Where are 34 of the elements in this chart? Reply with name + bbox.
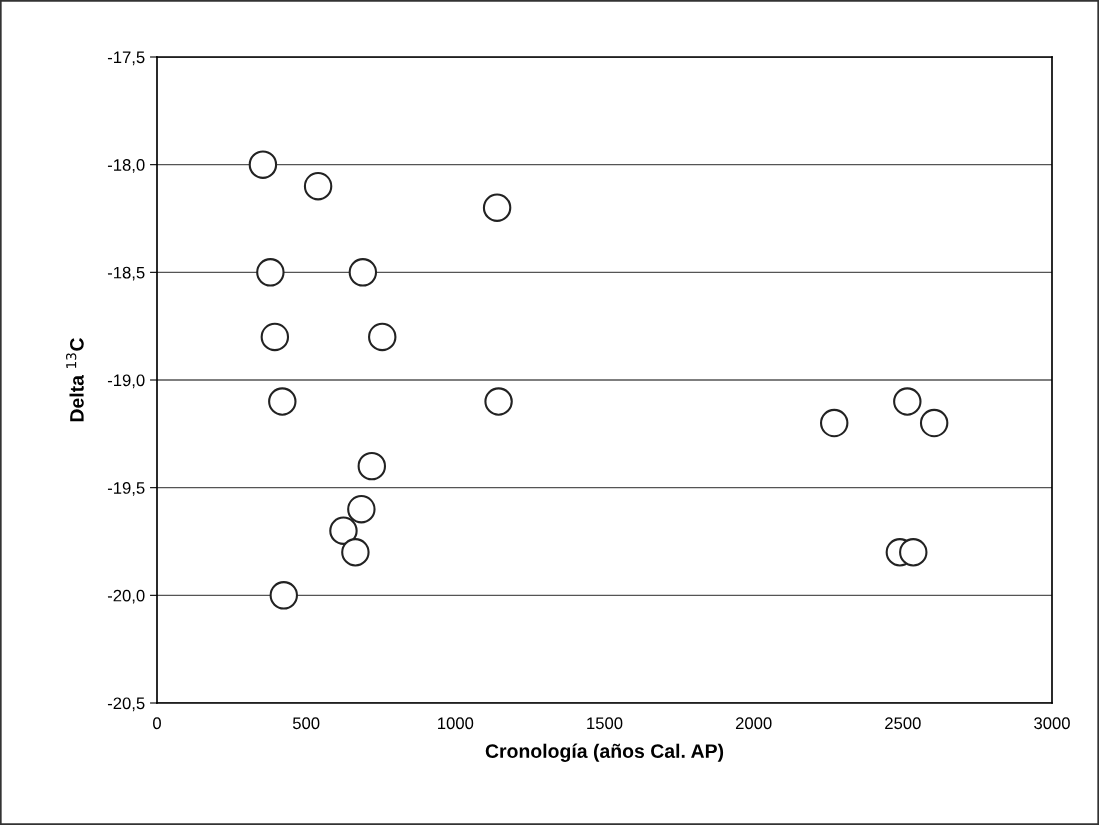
point bbox=[341, 538, 370, 567]
x-tick-label: 0 bbox=[153, 717, 161, 730]
point bbox=[484, 387, 513, 416]
y-tick-label: -19,0 bbox=[107, 374, 145, 389]
point bbox=[303, 171, 333, 201]
y-tick-label: -19,5 bbox=[107, 482, 145, 496]
point bbox=[329, 516, 358, 545]
y-tick-label: -18,5 bbox=[107, 266, 145, 281]
point bbox=[899, 538, 928, 567]
y-tick-label: -18,0 bbox=[107, 159, 145, 173]
point bbox=[256, 258, 285, 287]
point bbox=[268, 387, 297, 416]
y-tick-label: -20,5 bbox=[107, 697, 145, 712]
point bbox=[347, 494, 376, 524]
point bbox=[368, 322, 397, 352]
point bbox=[919, 408, 949, 438]
y-tick-label: -20,0 bbox=[107, 589, 145, 604]
x-tick-label: 2000 bbox=[735, 717, 772, 730]
point bbox=[260, 322, 290, 352]
x-tick-label: 1000 bbox=[438, 717, 474, 730]
point bbox=[357, 451, 387, 481]
point bbox=[820, 408, 849, 438]
point bbox=[348, 258, 378, 287]
point bbox=[248, 150, 278, 179]
point bbox=[482, 193, 512, 222]
y-tick-label: -17,5 bbox=[107, 51, 145, 66]
x-tick-label: 3000 bbox=[1034, 717, 1070, 730]
point bbox=[269, 581, 299, 610]
x-tick-label: 500 bbox=[292, 717, 320, 730]
x-axis-title: Cronología (años Cal. AP) bbox=[485, 743, 724, 762]
y-axis-title: Delta $^{13}$C bbox=[66, 338, 84, 422]
x-tick-label: 1500 bbox=[587, 717, 623, 730]
point bbox=[893, 387, 922, 416]
x-tick-label: 2500 bbox=[885, 717, 921, 730]
